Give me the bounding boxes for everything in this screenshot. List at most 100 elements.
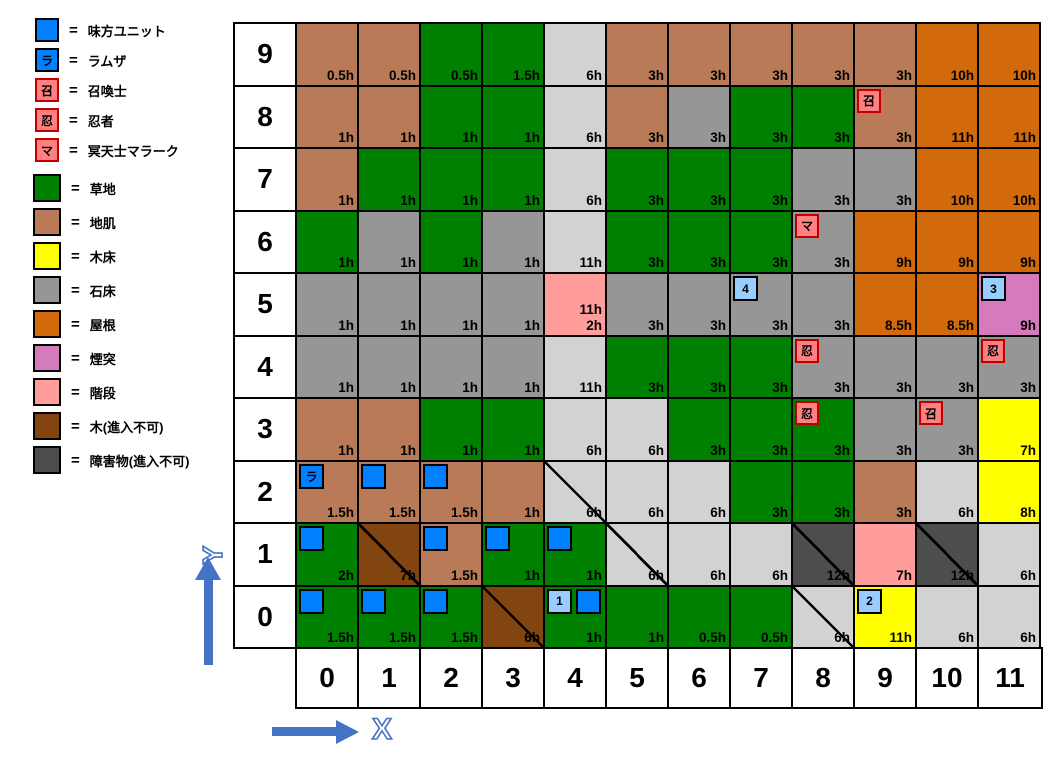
map-cell-x0-y5: 1h [297,274,359,337]
cell-height-label: 3h [772,505,788,521]
cell-height-label: 3h [896,192,912,208]
map-cell-x7-y0: 0.5h [731,586,793,649]
map-cell-x6-y2: 6h [669,461,731,524]
cell-height-label: 1h [524,192,540,208]
map-cell-x3-y2: 1h [483,461,545,524]
legend-unit-label: 味方ユニット [87,23,166,39]
col-header-6: 6 [669,649,731,707]
map-cell-x11-y6: 9h [979,211,1041,274]
legend-terrain-row: = 階段 [33,378,189,406]
cell-height-label: 3h [896,380,912,396]
map-cell-x9-y4: 3h [855,336,917,399]
cell-height-label: 3h [710,380,726,396]
svg-text:X: X [372,713,392,746]
cell-height-label: 11h [579,380,602,396]
cell-height-label: 1h [586,630,602,646]
map-cell-x4-y7: 6h [545,149,607,212]
map-cell-x1-y6: 1h [359,211,421,274]
map-cell-x3-y9: 1.5h [483,24,545,87]
cell-height-label: 7h [400,567,416,583]
legend-terrain-obstacle-icon [33,446,61,474]
unit-number-marker: 1 [547,588,572,614]
cell-height-label: 12h [826,567,850,583]
map-cell-x3-y5: 1h [483,274,545,337]
row-header-1: 1 [235,524,297,587]
cell-height-label: 0.5h [760,630,788,646]
map-cell-x8-y2: 3h [793,461,855,524]
row-header-7: 7 [235,149,297,212]
map-cell-x10-y5: 8.5h [917,274,979,337]
map-cell-x5-y6: 3h [607,211,669,274]
legend-terrain-label: 木床 [89,249,116,265]
map-cell-x8-y8: 3h [793,86,855,149]
map-cell-x9-y5: 8.5h [855,274,917,337]
cell-height-label: 1h [400,130,416,146]
map-cell-x10-y8: 11h [917,86,979,149]
map-cell-x4-y4: 11h [545,336,607,399]
map-cell-x1-y4: 1h [359,336,421,399]
col-header-2: 2 [421,649,483,707]
legend-terrain-row: = 木(進入不可) [33,412,189,440]
cell-height-label: 11h [579,255,602,271]
map-cell-x2-y6: 1h [421,211,483,274]
cell-height-label: 1h [338,192,354,208]
cell-height-label: 3h [772,317,788,333]
equals-sign: = [69,81,78,99]
cell-height-label: 3h [772,130,788,146]
cell-height-label: 0.5h [450,67,478,83]
cell-height-label: 1.5h [326,505,354,521]
cell-height-label: 6h [1020,567,1036,583]
map-cell-x5-y8: 3h [607,86,669,149]
legend-terrain-label: 地肌 [89,215,116,231]
map-cell-x4-y9: 6h [545,24,607,87]
map-cell-x10-y3: 召 3h [917,399,979,462]
cell-height-label: 0.5h [388,67,416,83]
cell-height-label: 3h [710,67,726,83]
cell-height-label: 1h [524,442,540,458]
legend-terrain-row: = 地肌 [33,208,189,236]
cell-height-label: 10h [950,67,974,83]
col-header-10: 10 [917,649,979,707]
cell-height-label: 6h [648,567,664,583]
cell-height-label: 6h [710,505,726,521]
cell-height-label: 9h [1020,317,1036,333]
unit-enemy-marker: 召 [919,401,943,425]
equals-sign: = [69,51,78,69]
cell-height-label: 3h [958,380,974,396]
cell-height-label: 1.5h [450,505,478,521]
cell-height-label: 0.5h [698,630,726,646]
col-header-1: 1 [359,649,421,707]
map-cell-x11-y9: 10h [979,24,1041,87]
map-cell-x9-y1: 7h [855,524,917,587]
cell-height-label: 1h [524,317,540,333]
cell-height-label: 1h [462,255,478,271]
map-cell-x7-y8: 3h [731,86,793,149]
map-cell-x3-y3: 1h [483,399,545,462]
map-cell-x9-y9: 3h [855,24,917,87]
map-cell-x2-y0: 1.5h [421,586,483,649]
map-cell-x10-y2: 6h [917,461,979,524]
unit-ally-marker [299,526,324,551]
row-header-5: 5 [235,274,297,337]
legend-unit-row: 召 = 召喚士 [35,78,179,102]
map-cell-x8-y3: 忍 3h [793,399,855,462]
legend-terrain-row: = 草地 [33,174,189,202]
cell-height-label: 3h [772,380,788,396]
map-cell-x9-y8: 召 3h [855,86,917,149]
cell-height-label: 8h [1020,505,1036,521]
cell-height-label: 3h [772,442,788,458]
map-cell-x5-y9: 3h [607,24,669,87]
map-cell-x2-y3: 1h [421,399,483,462]
unit-number-marker: 2 [857,588,882,614]
map-cell-x2-y2: 1.5h [421,461,483,524]
equals-sign: = [71,213,80,231]
legend-terrain-label: 障害物(進入不可) [89,453,190,469]
equals-sign: = [71,281,80,299]
cell-height-label: 7h [896,567,912,583]
cell-height-label: 1h [338,442,354,458]
unit-ally-marker [423,526,448,551]
map-cell-x6-y1: 6h [669,524,731,587]
map-cell-x0-y2: ラ 1.5h [297,461,359,524]
map-cell-x11-y3: 7h [979,399,1041,462]
unit-ally-marker [299,588,324,614]
